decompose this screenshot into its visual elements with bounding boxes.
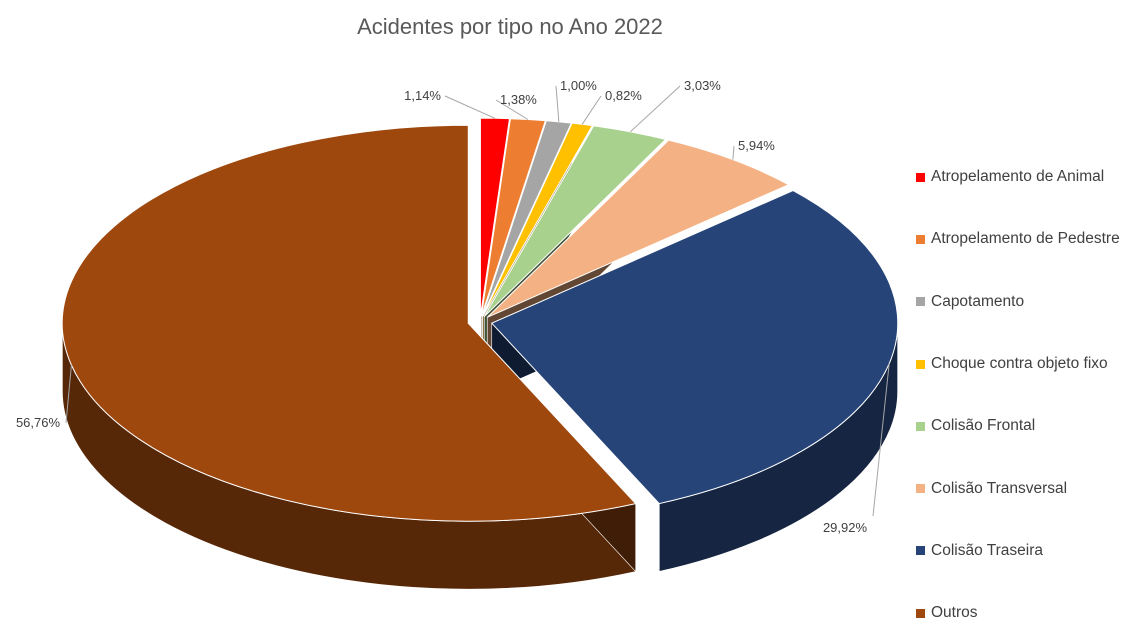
leader-line	[872, 363, 890, 517]
legend-swatch	[916, 421, 925, 431]
legend-swatch	[916, 234, 925, 244]
legend-item: Outros	[916, 582, 1138, 644]
legend-swatch	[916, 297, 925, 307]
legend-label: Atropelamento de Pedestre	[931, 230, 1120, 248]
data-label: 5,94%	[738, 138, 775, 153]
legend-label: Colisão Transversal	[931, 479, 1068, 497]
data-label: 56,76%	[16, 415, 61, 430]
legend-label: Colisão Traseira	[931, 541, 1043, 559]
data-label: 3,03%	[684, 78, 721, 93]
legend-label: Colisão Frontal	[931, 417, 1036, 435]
legend-swatch	[916, 546, 925, 556]
legend-swatch	[916, 608, 925, 618]
legend-item: Capotamento	[916, 271, 1138, 333]
leader-line	[444, 95, 496, 119]
pie-slice	[479, 117, 511, 317]
leader-line	[630, 85, 681, 133]
pie-slice	[486, 139, 790, 318]
data-label: 29,92%	[823, 520, 868, 535]
chart-title: Acidentes por tipo no Ano 2022	[357, 14, 663, 39]
pie-slice	[61, 124, 637, 522]
data-label: 1,14%	[404, 88, 441, 103]
pie-slice	[481, 120, 573, 317]
pie-slice	[490, 189, 899, 505]
legend-item: Colisão Traseira	[916, 520, 1138, 582]
chart-legend: Atropelamento de Animal Atropelamento de…	[916, 146, 1138, 644]
leader-line	[555, 85, 560, 122]
pie-chart: 1,14% 1,38% 1,00% 0,82% 3,03% 5,94% 29,92% 56,7…	[16, 78, 899, 590]
legend-swatch	[916, 484, 925, 494]
leader-line	[732, 145, 735, 160]
data-label: 1,00%	[560, 78, 597, 93]
pie-slice	[482, 122, 594, 317]
legend-item: Colisão Frontal	[916, 395, 1138, 457]
legend-label: Capotamento	[931, 292, 1025, 310]
legend-item: Colisão Transversal	[916, 457, 1138, 519]
data-label: 1,38%	[500, 92, 537, 107]
leader-line	[581, 95, 602, 125]
leader-line	[65, 364, 72, 424]
legend-swatch	[916, 359, 925, 369]
legend-item: Atropelamento de Animal	[916, 146, 1138, 208]
legend-swatch	[916, 172, 925, 182]
legend-label: Atropelamento de Animal	[931, 168, 1105, 186]
pie-slice	[483, 125, 667, 317]
legend-label: Outros	[931, 604, 978, 622]
leader-line	[495, 99, 529, 120]
legend-item: Choque contra objeto fixo	[916, 333, 1138, 395]
data-label: 0,82%	[605, 88, 642, 103]
legend-label: Choque contra objeto fixo	[931, 355, 1108, 373]
legend-item: Atropelamento de Pedestre	[916, 208, 1138, 270]
